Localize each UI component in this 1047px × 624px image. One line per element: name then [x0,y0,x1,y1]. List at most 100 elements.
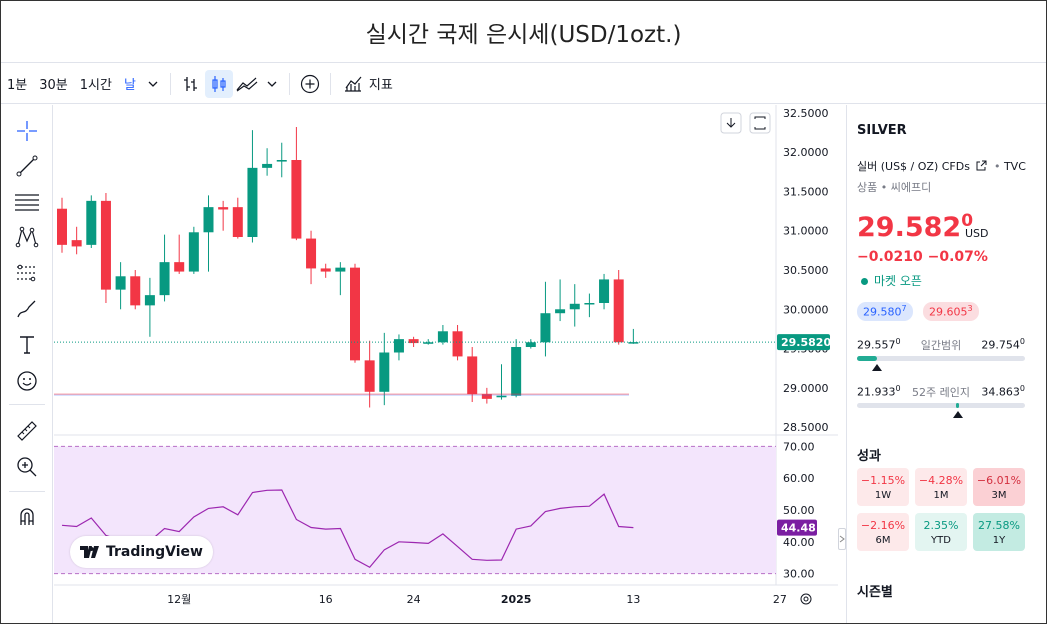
compare-button[interactable] [233,70,261,98]
chart-area[interactable]: 32.5000 32.0000 31.5000 31.0000 30.5000 30.00… [54,105,838,623]
tradingview-logo-icon [80,546,99,558]
candle-body [203,207,214,233]
candle-body [393,339,404,353]
compare-lines-icon [236,77,258,91]
forecast-tool[interactable] [13,259,41,287]
text-tool[interactable] [13,331,41,359]
performance-tile-3m[interactable]: −6.01% 3M [973,468,1025,506]
indicators-button[interactable]: 지표 [337,64,399,104]
candle-body [159,262,170,296]
arrow-down-icon [726,118,736,128]
symbol-desc-text: 실버 (US$ / OZ) CFDs [857,160,970,173]
candle-body [320,268,331,272]
interval-day[interactable]: 날 [123,78,136,93]
rsi-value-label: 44.48 [781,522,816,535]
horizontal-lines-icon [15,194,39,211]
interval-1hour[interactable]: 1시간 [79,78,112,93]
market-status: 마켓 오픈 [861,272,922,289]
symbol-name[interactable]: SILVER [857,123,907,138]
candle-body [379,352,390,392]
performance-tile-1w[interactable]: −1.15% 1W [857,468,909,506]
price-main: 29.582 [857,212,962,243]
candle-body [496,395,507,398]
price-tick-label: 32.0000 [783,146,829,159]
price-tick-label: 29.0000 [783,382,829,395]
external-link-icon[interactable] [976,160,987,171]
xabcd-pattern-icon [15,226,39,248]
toolbar-divider [288,72,290,95]
ask-price: 29.6053 [923,302,979,321]
zoom-tool[interactable] [13,453,41,481]
symbol-details-panel: SILVER 실버 (US$ / OZ) CFDs • TVC 상품 • 씨에프… [846,105,1046,623]
price-small-digit: 0 [961,211,974,231]
price-tick-label: 31.5000 [783,185,829,198]
page-title-bar: 실시간 국제 은시세(USD/1ozt.) [1,1,1046,63]
bid-value: 29.580 [863,305,902,319]
time-tick-label: 16 [319,593,333,606]
candle-body [247,167,258,237]
ohlc-bars-icon [183,76,197,91]
performance-tile-1y[interactable]: 27.58% 1Y [973,513,1025,551]
separator-dot: • [993,160,1001,173]
trend-line-tool[interactable] [13,152,41,180]
performance-tile-1m[interactable]: −4.28% 1M [915,468,967,506]
fib-tool[interactable] [13,188,41,216]
performance-value: 2.35% [923,518,959,532]
performance-tile-ytd[interactable]: 2.35% YTD [915,513,967,551]
chevron-down-icon [148,81,158,87]
candle-chart-type-button[interactable] [204,69,233,98]
performance-value: −1.15% [860,473,906,487]
day-range-bar [857,356,1025,361]
candle-body [174,262,185,272]
candle-body [613,279,624,343]
add-symbol-button[interactable] [296,70,324,98]
rsi-value-badge [777,519,817,536]
time-tick-label: 2025 [501,593,532,606]
price-change: −0.0210 −0.07% [857,249,988,265]
tradingview-logo[interactable]: TradingView [70,536,213,568]
reset-scale-button [749,112,771,134]
candle-body [86,200,97,245]
candle-body [188,232,199,272]
category-label: 상품 • 씨에프디 [857,181,932,194]
bid-price: 29.5807 [857,302,913,321]
reset-icon [754,116,766,130]
trend-line-icon [16,155,38,177]
brush-tool[interactable] [13,295,41,323]
pattern-tool[interactable] [13,223,41,251]
emoji-tool[interactable] [13,367,41,395]
bar-chart-type-button[interactable] [177,70,205,98]
text-icon [20,336,34,354]
performance-value: −6.01% [976,473,1022,487]
symbol-description: 실버 (US$ / OZ) CFDs • TVC [857,158,1026,174]
day-range-marker [872,364,883,371]
toolbar-divider [169,72,171,95]
candle-body [584,303,595,305]
candle-body [130,276,141,306]
performance-tile-6m[interactable]: −2.16% 6M [857,513,909,551]
candle-body [276,160,287,162]
chart-type-dropdown[interactable] [261,64,283,104]
candle-body [232,207,243,237]
rsi-tick-label: 70.00 [783,440,815,453]
forecast-icon [17,264,37,282]
tools-divider [9,404,45,405]
magnet-icon [20,508,34,525]
performance-period: 3M [991,489,1007,501]
price-tick-label: 28.5000 [783,421,829,434]
interval-dropdown[interactable] [142,64,164,104]
candle-body [511,347,522,396]
performance-period: 6M [875,534,891,546]
performance-value: 27.58% [978,518,1020,532]
indicators-icon [344,76,362,92]
candle-body [57,208,67,245]
interval-1min[interactable]: 1분 [7,78,28,93]
crosshair-icon [17,121,37,141]
magnet-tool[interactable] [13,503,41,531]
ruler-tool[interactable] [13,417,41,445]
time-tick-label: 12월 [167,593,191,606]
performance-period: YTD [931,534,951,546]
crosshair-tool[interactable] [13,117,41,145]
interval-30min[interactable]: 30분 [39,78,68,93]
sidebar-toggle-button[interactable] [838,528,846,550]
